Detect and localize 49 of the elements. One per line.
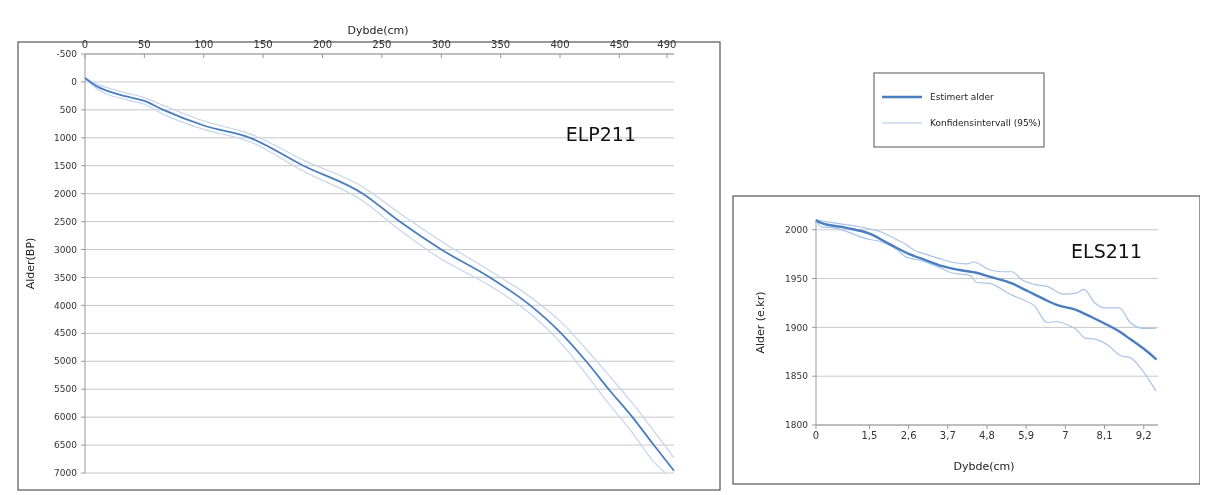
y-tick-label: 0 [71,77,78,88]
x-tick-label: 50 [138,39,151,50]
y-tick-label: 5500 [54,384,78,395]
x-tick-label: 0 [81,39,89,50]
y-axis-title: Alder (e.kr) [754,291,767,354]
y-tick-label: 5000 [54,356,78,367]
x-tick-label: 250 [372,39,392,50]
x-tick-label: 9,2 [1135,430,1152,441]
annotation: ELP211 [565,123,636,145]
y-tick-label: 3000 [54,244,78,255]
x-tick-label: 2,6 [900,430,917,441]
x-tick-label: 3,7 [939,430,956,441]
x-tick-label: 1,5 [861,430,878,441]
y-tick-label: 1900 [785,322,809,333]
x-tick-label: 300 [431,39,451,50]
x-tick-label: 8,1 [1096,430,1113,441]
legend-label: Estimert alder [930,92,995,103]
annotation: ELS211 [1071,240,1142,262]
y-tick-label: 1950 [785,273,809,284]
y-tick-label: 6500 [54,440,78,451]
x-tick-label: 400 [550,39,570,50]
x-tick-label: 7 [1062,430,1069,441]
x-tick-label: 490 [657,39,677,50]
y-tick-label: 1000 [54,132,78,143]
y-tick-label: 500 [59,105,78,116]
x-tick-label: 0 [812,430,820,441]
y-tick-label: 1500 [54,160,78,171]
x-tick-label: 200 [312,39,333,50]
y-tick-label: 7000 [54,468,78,479]
x-tick-label: 350 [491,39,511,50]
y-tick-label: 2000 [785,224,809,235]
x-axis-title: Dybde(cm) [953,460,1015,473]
y-tick-label: 1850 [785,371,809,382]
y-tick-label: 2000 [54,188,78,199]
y-tick-label: 4000 [54,300,78,311]
y-tick-label: 4500 [54,328,78,339]
x-tick-label: 4,8 [979,430,995,441]
y-tick-label: -500 [56,49,78,60]
x-tick-label: 450 [609,39,629,50]
legend-label: Konfidensintervall (95%) [930,118,1041,129]
y-tick-label: 3500 [54,272,78,283]
x-axis-title: Dybde(cm) [347,24,409,37]
y-axis-title: Alder(BP) [24,237,37,290]
x-tick-label: 5,9 [1018,430,1035,441]
y-tick-label: 6000 [54,412,78,423]
x-tick-label: 100 [194,39,214,50]
y-tick-label: 2500 [54,216,78,227]
y-tick-label: 1800 [785,420,809,431]
x-tick-label: 150 [253,39,273,50]
